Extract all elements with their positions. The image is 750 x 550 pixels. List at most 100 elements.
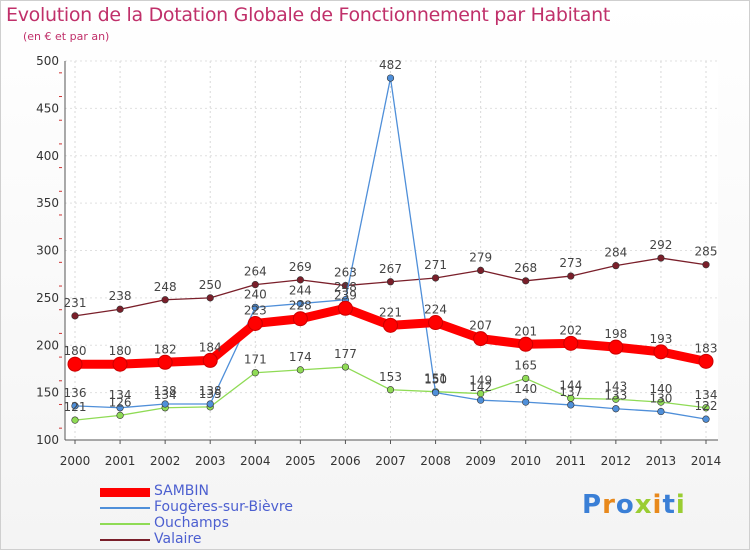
data-label: 133	[604, 389, 627, 403]
data-label: 142	[469, 380, 492, 394]
x-tick-label: 2006	[330, 454, 361, 468]
y-tick-label: 250	[36, 291, 59, 305]
x-tick-label: 2012	[601, 454, 632, 468]
data-point	[698, 353, 714, 369]
data-point	[702, 415, 710, 423]
data-label: 130	[649, 392, 672, 406]
data-point	[522, 398, 530, 406]
x-tick-label: 2013	[646, 454, 677, 468]
legend-label: Fougères-sur-Bièvre	[154, 499, 293, 515]
data-label: 482	[379, 58, 402, 72]
data-label: 198	[604, 327, 627, 341]
data-label: 180	[109, 344, 132, 358]
x-tick-label: 2002	[150, 454, 181, 468]
logo-letter: i	[675, 490, 686, 520]
data-point	[71, 312, 79, 320]
data-label: 135	[199, 387, 222, 401]
x-tick-label: 2008	[420, 454, 451, 468]
data-label: 228	[289, 299, 312, 313]
data-label: 284	[604, 246, 627, 260]
data-point	[116, 411, 124, 419]
data-point	[71, 402, 79, 410]
data-point	[161, 296, 169, 304]
y-tick-label: 150	[36, 386, 59, 400]
data-label: 137	[559, 385, 582, 399]
data-point	[612, 395, 620, 403]
data-label: 273	[559, 256, 582, 270]
data-label: 171	[244, 353, 267, 367]
y-tick-label: 200	[36, 338, 59, 352]
data-point	[612, 262, 620, 270]
legend-swatch	[100, 539, 150, 541]
data-label: 183	[695, 341, 718, 355]
data-point	[612, 405, 620, 413]
data-point	[657, 407, 665, 416]
data-point	[157, 354, 173, 370]
data-label: 153	[379, 370, 402, 384]
logo-letter: x	[634, 490, 653, 520]
data-label: 174	[289, 350, 312, 364]
data-label: 126	[109, 395, 132, 409]
data-label: 134	[695, 388, 718, 402]
logo-letter: P	[582, 490, 603, 520]
legend-label: Valaire	[154, 531, 202, 547]
data-label: 292	[649, 238, 672, 252]
data-label: 238	[109, 289, 132, 303]
data-label: 207	[469, 319, 492, 333]
data-point	[206, 400, 214, 408]
data-label: 134	[154, 388, 177, 402]
data-label: 151	[424, 372, 447, 386]
data-label: 248	[334, 280, 357, 294]
data-label: 271	[424, 258, 447, 272]
data-point	[67, 356, 83, 372]
data-point	[386, 386, 395, 394]
x-tick-label: 2001	[105, 454, 136, 468]
data-point	[112, 356, 128, 372]
data-label: 268	[514, 261, 537, 275]
data-label: 202	[559, 323, 582, 337]
data-point	[251, 281, 259, 289]
x-tick-label: 2003	[195, 454, 226, 468]
data-point	[653, 344, 669, 360]
data-label: 180	[64, 344, 87, 358]
data-point	[431, 389, 440, 397]
data-point	[251, 369, 259, 377]
data-point	[477, 266, 485, 274]
data-point	[522, 374, 530, 383]
data-point	[386, 278, 395, 286]
data-point	[296, 299, 304, 308]
legend-label: SAMBIN	[154, 483, 210, 499]
data-label: 201	[514, 324, 537, 338]
data-point	[657, 254, 665, 262]
data-point	[116, 404, 124, 412]
data-point	[477, 396, 485, 404]
chart-subtitle: (en € et par an)	[23, 30, 110, 43]
data-point	[657, 398, 665, 406]
proxiti-logo: Proxiti	[582, 490, 686, 520]
data-label: 264	[244, 265, 267, 279]
y-tick-label: 100	[36, 433, 59, 447]
data-point	[296, 366, 304, 374]
y-tick-label: 300	[36, 244, 59, 258]
data-point	[473, 331, 489, 347]
data-label: 221	[379, 305, 402, 319]
data-label: 285	[695, 245, 718, 259]
data-label: 239	[334, 288, 357, 302]
data-label: 263	[334, 266, 357, 280]
data-label: 121	[64, 400, 87, 414]
data-label: 138	[154, 384, 177, 398]
data-label: 165	[514, 358, 537, 372]
data-point	[337, 300, 353, 316]
data-point	[567, 272, 575, 280]
data-label: 193	[649, 332, 672, 346]
x-tick-label: 2007	[375, 454, 406, 468]
data-label: 177	[334, 347, 357, 361]
data-point	[428, 315, 444, 331]
data-point	[296, 276, 304, 284]
x-tick-label: 2009	[465, 454, 496, 468]
data-point	[518, 336, 534, 352]
data-point	[251, 303, 259, 311]
y-tick-label: 350	[36, 196, 59, 210]
data-point	[522, 277, 530, 285]
data-point	[292, 311, 308, 327]
